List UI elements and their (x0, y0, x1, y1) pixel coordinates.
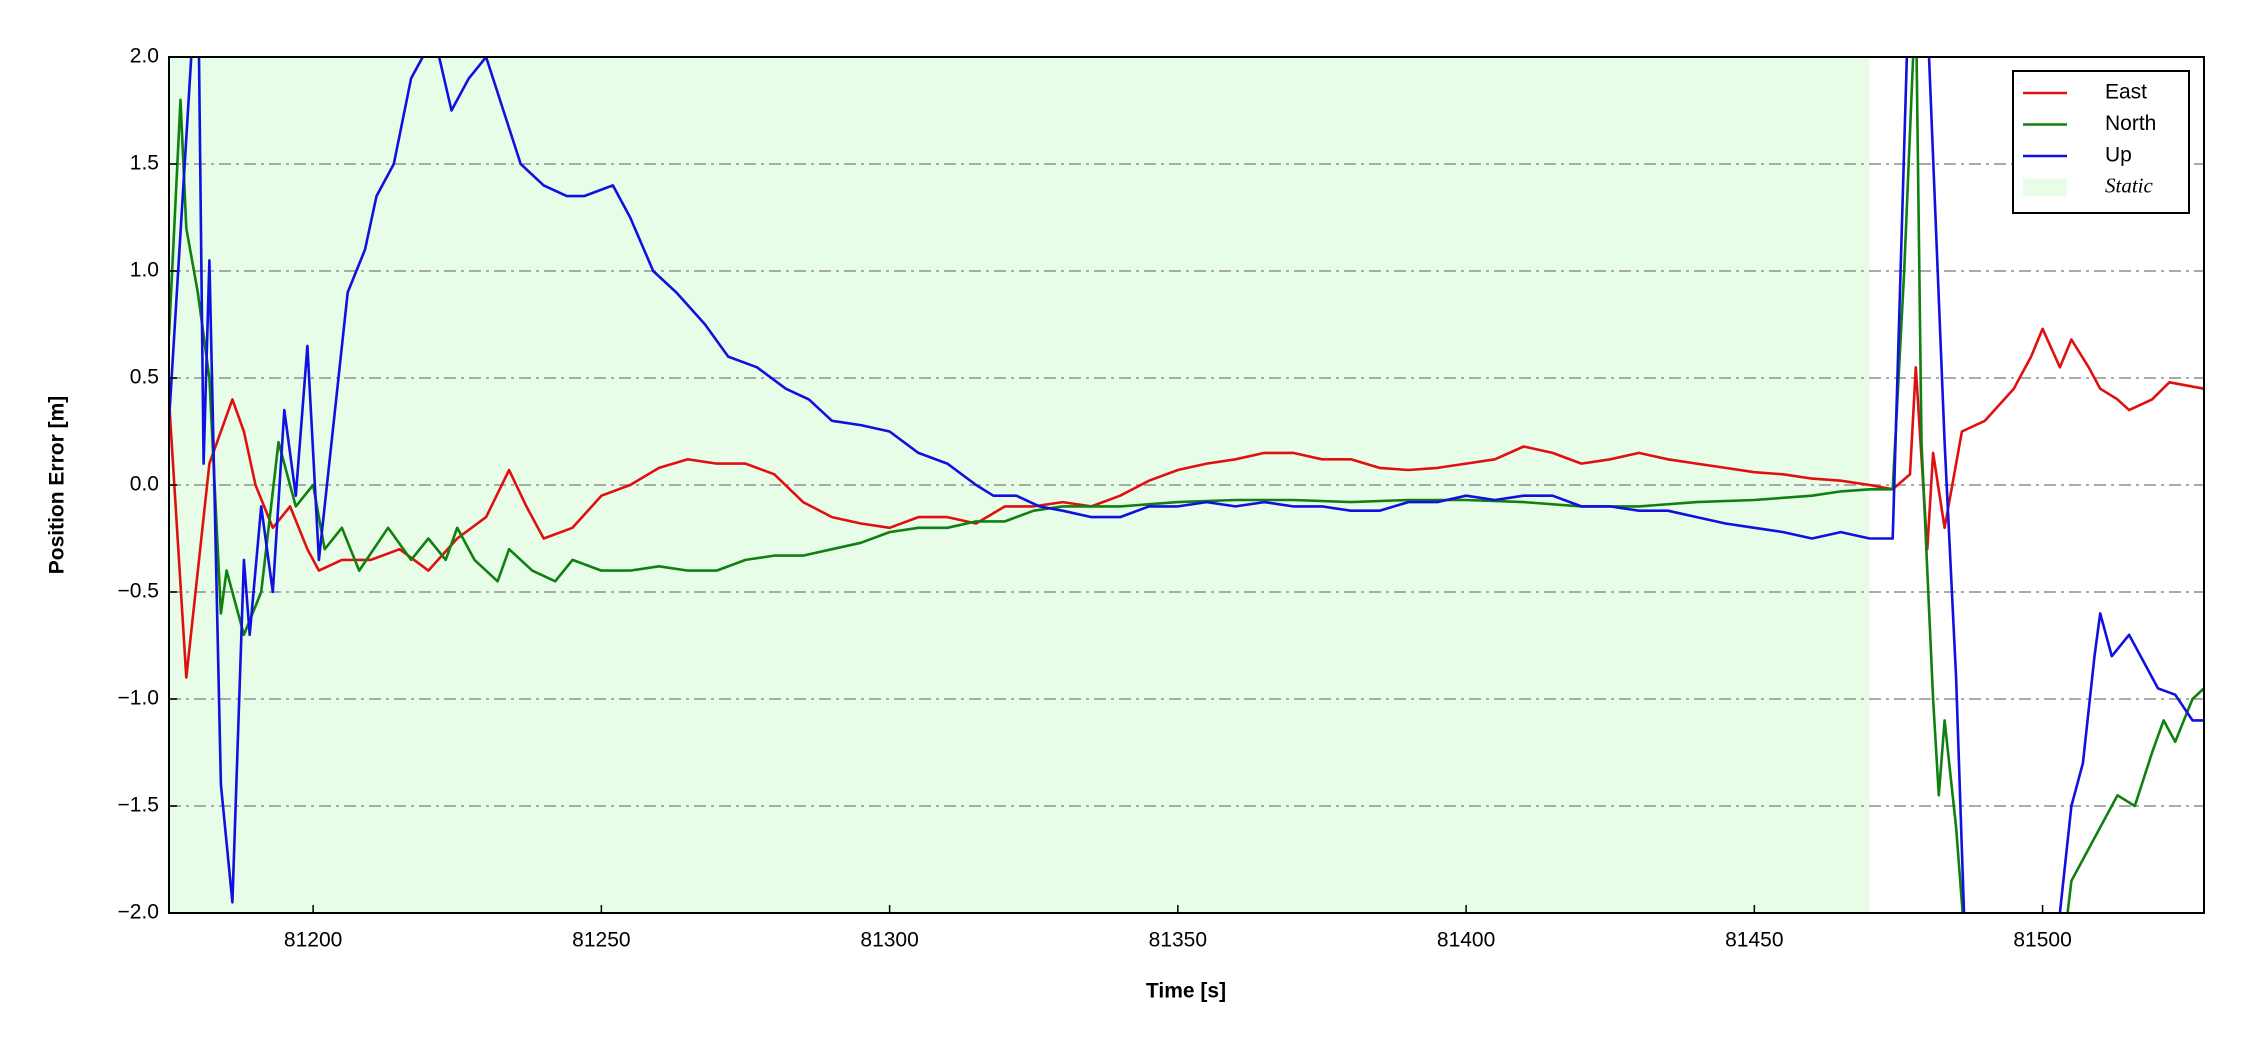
x-tick-label: 81300 (860, 929, 918, 952)
y-tick-label: 2.0 (130, 45, 159, 68)
plot-area (169, 56, 2204, 914)
y-tick-label: −0.5 (118, 580, 159, 603)
x-tick-label: 81250 (572, 929, 630, 952)
y-tick-label: −2.0 (118, 901, 159, 924)
x-tick-label: 81400 (1437, 929, 1495, 952)
x-tick-label: 81200 (284, 929, 342, 952)
line-series (169, 57, 2204, 913)
y-tick-label: 0.0 (130, 473, 159, 496)
legend-label: Up (2105, 144, 2132, 167)
legend-swatch (2023, 178, 2067, 197)
legend: East North Up Static (2012, 70, 2190, 214)
legend-label: North (2105, 112, 2156, 135)
line-series (169, 327, 2204, 679)
x-tick-label: 81500 (2013, 929, 2071, 952)
x-axis-label: Time [s] (1146, 980, 1226, 1003)
y-tick-label: −1.0 (118, 687, 159, 710)
legend-label: East (2105, 81, 2147, 104)
y-tick-label: 0.5 (130, 366, 159, 389)
legend-label: Static (2105, 173, 2154, 197)
y-tick-label: −1.5 (118, 794, 159, 817)
axes: −2.0 −1.5 −1.0 −0.5 0.0 0.5 1.0 1.5 2.0 81200 8125… (118, 45, 2205, 952)
x-tick-label: 81450 (1725, 929, 1783, 952)
lines (169, 57, 2204, 913)
y-axis-label: Position Error [m] (46, 396, 69, 575)
y-tick-label: 1.0 (130, 259, 159, 282)
plot-frame (168, 56, 2205, 914)
y-tick-label: 1.5 (130, 152, 159, 175)
x-tick-label: 81350 (1149, 929, 1207, 952)
line-series (169, 57, 2204, 913)
